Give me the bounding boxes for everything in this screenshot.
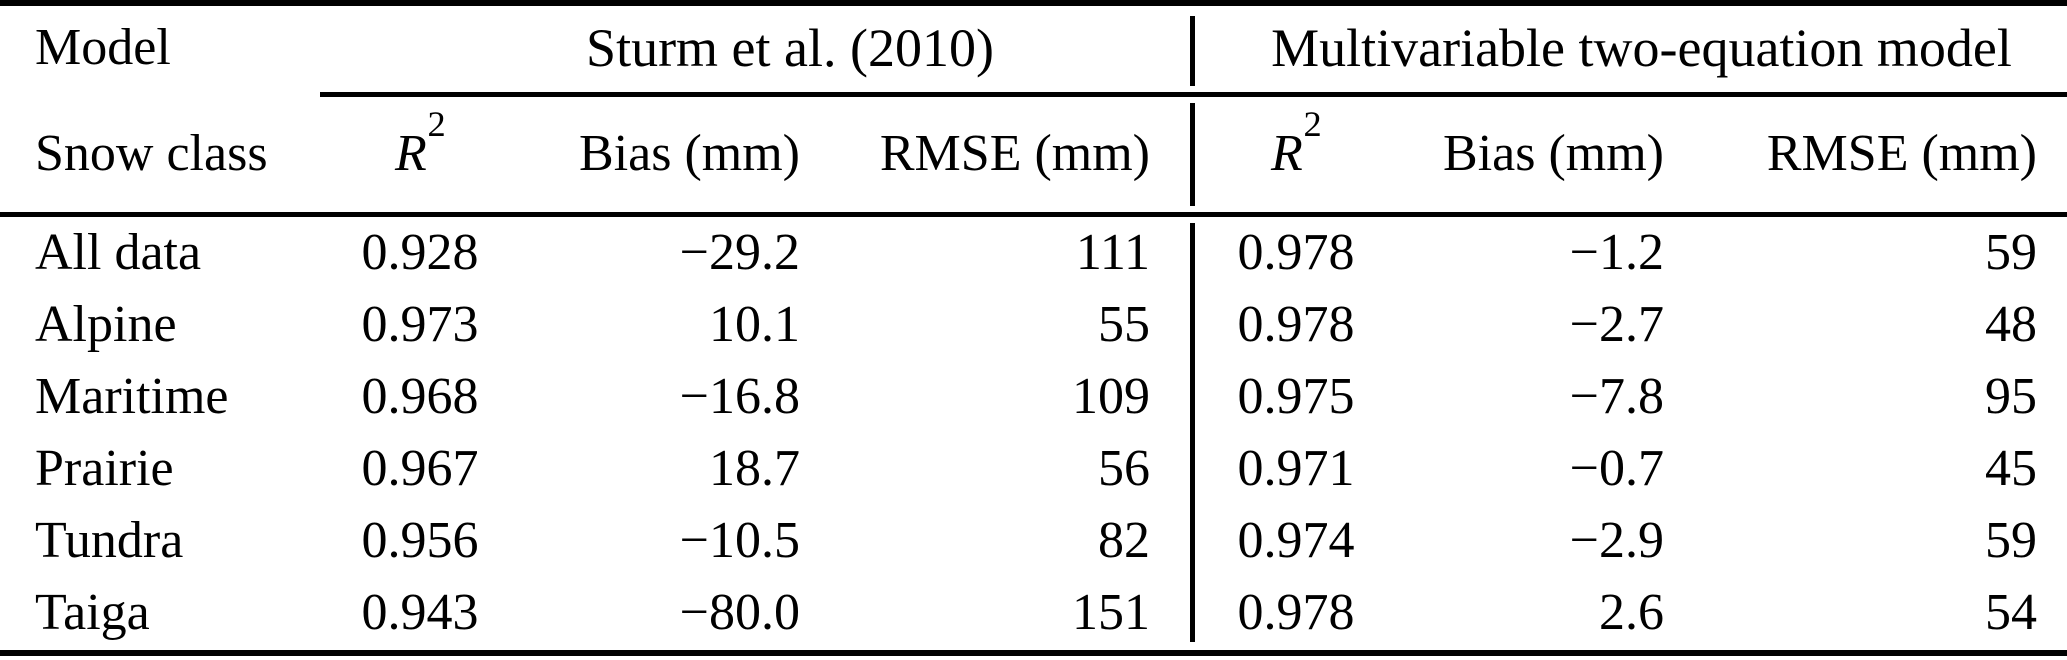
multi-rmse-cell: 45: [1985, 440, 2037, 497]
r2-base: R: [1271, 125, 1303, 182]
sturm-bias-header: Bias (mm): [579, 125, 800, 182]
multi-bias-cell: 2.6: [1599, 584, 1664, 641]
r2-superscript: 2: [427, 104, 446, 145]
bottom-rule: [0, 650, 2067, 656]
group-divider-body-segment: [1190, 223, 1195, 642]
multi-bias-cell: −7.8: [1569, 368, 1664, 425]
multi-bias-cell: −2.7: [1569, 296, 1664, 353]
multi-rmse-cell: 95: [1985, 368, 2037, 425]
group-divider-header-segment: [1190, 103, 1195, 206]
sturm-r2-header: R2: [320, 95, 520, 213]
sturm-r2-cell: 0.928: [361, 224, 479, 281]
sturm-r2-cell: 0.973: [361, 296, 479, 353]
sturm-bias-cell: −29.2: [679, 224, 800, 281]
multi-rmse-header: RMSE (mm): [1766, 125, 2037, 182]
multi-bias-cell: −0.7: [1569, 440, 1664, 497]
sturm-r2-cell: 0.968: [361, 368, 479, 425]
multi-bias-header: Bias (mm): [1443, 125, 1664, 182]
sturm-bias-cell: −80.0: [679, 584, 800, 641]
multi-bias-cell: −2.9: [1569, 512, 1664, 569]
multi-r2-cell: 0.978: [1237, 296, 1355, 353]
group-header-sturm: Sturm et al. (2010): [586, 17, 994, 78]
sturm-bias-cell: −10.5: [679, 512, 800, 569]
r2-base: R: [395, 125, 427, 182]
sturm-bias-cell: −16.8: [679, 368, 800, 425]
top-rule: [0, 0, 2067, 6]
snow-class-cell: Maritime: [35, 368, 229, 425]
snow-class-cell: Tundra: [35, 512, 184, 569]
multi-r2-cell: 0.971: [1237, 440, 1355, 497]
r2-superscript: 2: [1303, 104, 1322, 145]
sturm-rmse-cell: 82: [1098, 512, 1150, 569]
column-header-rule: [0, 212, 2067, 217]
snow-class-cell: All data: [35, 224, 202, 281]
snow-class-header: Snow class: [35, 125, 268, 182]
snow-class-cell: Prairie: [35, 440, 174, 497]
multi-r2-cell: 0.975: [1237, 368, 1355, 425]
sturm-r2-cell: 0.943: [361, 584, 479, 641]
multi-r2-header: R2: [1192, 95, 1400, 213]
multi-r2-cell: 0.978: [1237, 584, 1355, 641]
sturm-rmse-cell: 109: [1072, 368, 1150, 425]
group-divider-top-segment: [1190, 16, 1195, 86]
model-corner-label: Model: [35, 18, 171, 76]
sturm-bias-cell: 10.1: [709, 296, 800, 353]
multi-rmse-cell: 54: [1985, 584, 2037, 641]
sturm-rmse-header: RMSE (mm): [879, 125, 1150, 182]
sturm-rmse-cell: 111: [1075, 224, 1150, 281]
group-header-underline-rule: [320, 92, 2067, 97]
sturm-r2-cell: 0.956: [361, 512, 479, 569]
sturm-rmse-cell: 56: [1098, 440, 1150, 497]
multi-bias-cell: −1.2: [1569, 224, 1664, 281]
sturm-bias-cell: 18.7: [709, 440, 800, 497]
sturm-r2-cell: 0.967: [361, 440, 479, 497]
sturm-rmse-cell: 151: [1072, 584, 1150, 641]
multi-rmse-cell: 48: [1985, 296, 2037, 353]
multi-r2-cell: 0.978: [1237, 224, 1355, 281]
snow-class-cell: Taiga: [35, 584, 150, 641]
snow-class-cell: Alpine: [35, 296, 177, 353]
multi-r2-cell: 0.974: [1237, 512, 1355, 569]
multi-rmse-cell: 59: [1985, 512, 2037, 569]
sturm-rmse-cell: 55: [1098, 296, 1150, 353]
multi-rmse-cell: 59: [1985, 224, 2037, 281]
group-header-multivariable: Multivariable two-equation model: [1271, 17, 2012, 78]
